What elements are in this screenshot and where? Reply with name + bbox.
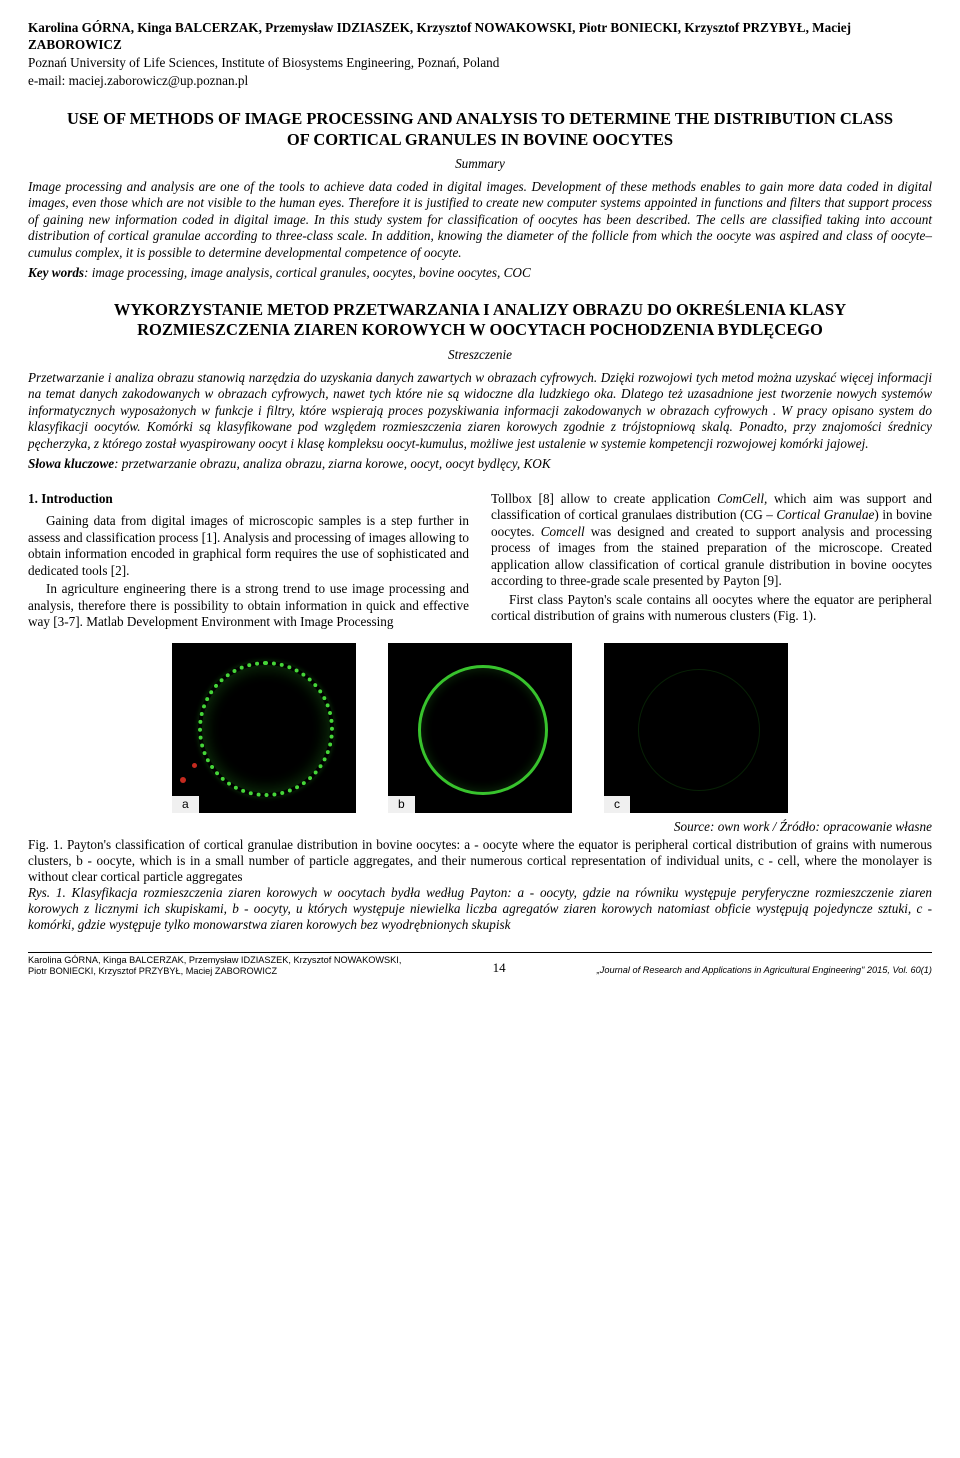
footer-authors: Karolina GÓRNA, Kinga BALCERZAK, Przemys… — [28, 955, 401, 977]
keywords-polish: Słowa kluczowe: przetwarzanie obrazu, an… — [28, 456, 932, 473]
footer-page-number: 14 — [493, 960, 506, 976]
panel-label-a: a — [172, 796, 199, 813]
keywords-label-en: Key words — [28, 265, 84, 280]
p3-em-2: Cortical Granulae — [776, 507, 874, 522]
p3-em-3: Comcell — [541, 524, 585, 539]
abstract-english: Image processing and analysis are one of… — [28, 179, 932, 262]
panel-label-b: b — [388, 796, 415, 813]
oocyte-ring-b — [418, 665, 548, 795]
figure-1-panel-a: a — [172, 643, 356, 813]
section-1-heading: 1. Introduction — [28, 491, 469, 508]
footer-journal: „Journal of Research and Applications in… — [597, 965, 932, 977]
figure-1: a b c — [28, 643, 932, 813]
paragraph-3: Tollbox [8] allow to create application … — [491, 491, 932, 590]
p3-em-1: ComCell, — [717, 491, 767, 506]
title-english: USE OF METHODS OF IMAGE PROCESSING AND A… — [58, 109, 902, 150]
keywords-english: Key words: image processing, image analy… — [28, 265, 932, 282]
email-line: e-mail: maciej.zaborowicz@up.poznan.pl — [28, 73, 932, 90]
figure-caption-en: Fig. 1. Payton's classification of corti… — [28, 837, 932, 885]
summary-label: Summary — [28, 156, 932, 173]
oocyte-ring-a — [198, 661, 334, 797]
figure-source: Source: own work / Źródło: opracowanie w… — [28, 819, 932, 836]
footer-authors-line-2: Piotr BONIECKI, Krzysztof PRZYBYŁ, Macie… — [28, 966, 401, 977]
abstract-polish: Przetwarzanie i analiza obrazu stanowią … — [28, 370, 932, 453]
panel-label-c: c — [604, 796, 630, 813]
author-list: Karolina GÓRNA, Kinga BALCERZAK, Przemys… — [28, 20, 932, 53]
p3-text-1: Tollbox [8] allow to create application — [491, 491, 717, 506]
oocyte-ring-c — [638, 669, 760, 791]
keywords-text-pl: : przetwarzanie obrazu, analiza obrazu, … — [114, 456, 551, 471]
title-polish: WYKORZYSTANIE METOD PRZETWARZANIA I ANAL… — [58, 300, 902, 341]
footer-authors-line-1: Karolina GÓRNA, Kinga BALCERZAK, Przemys… — [28, 955, 401, 966]
paragraph-4: First class Payton's scale contains all … — [491, 592, 932, 625]
keywords-text-en: : image processing, image analysis, cort… — [84, 265, 531, 280]
paragraph-2: In agriculture engineering there is a st… — [28, 581, 469, 631]
page-footer: Karolina GÓRNA, Kinga BALCERZAK, Przemys… — [28, 952, 932, 977]
affiliation: Poznań University of Life Sciences, Inst… — [28, 55, 932, 72]
figure-1-panel-c: c — [604, 643, 788, 813]
paragraph-1: Gaining data from digital images of micr… — [28, 513, 469, 579]
body-columns: 1. Introduction Gaining data from digita… — [28, 491, 932, 631]
figure-1-panel-b: b — [388, 643, 572, 813]
keywords-label-pl: Słowa kluczowe — [28, 456, 114, 471]
streszczenie-label: Streszczenie — [28, 347, 932, 364]
figure-caption-pl: Rys. 1. Klasyfikacja rozmieszczenia ziar… — [28, 885, 932, 933]
